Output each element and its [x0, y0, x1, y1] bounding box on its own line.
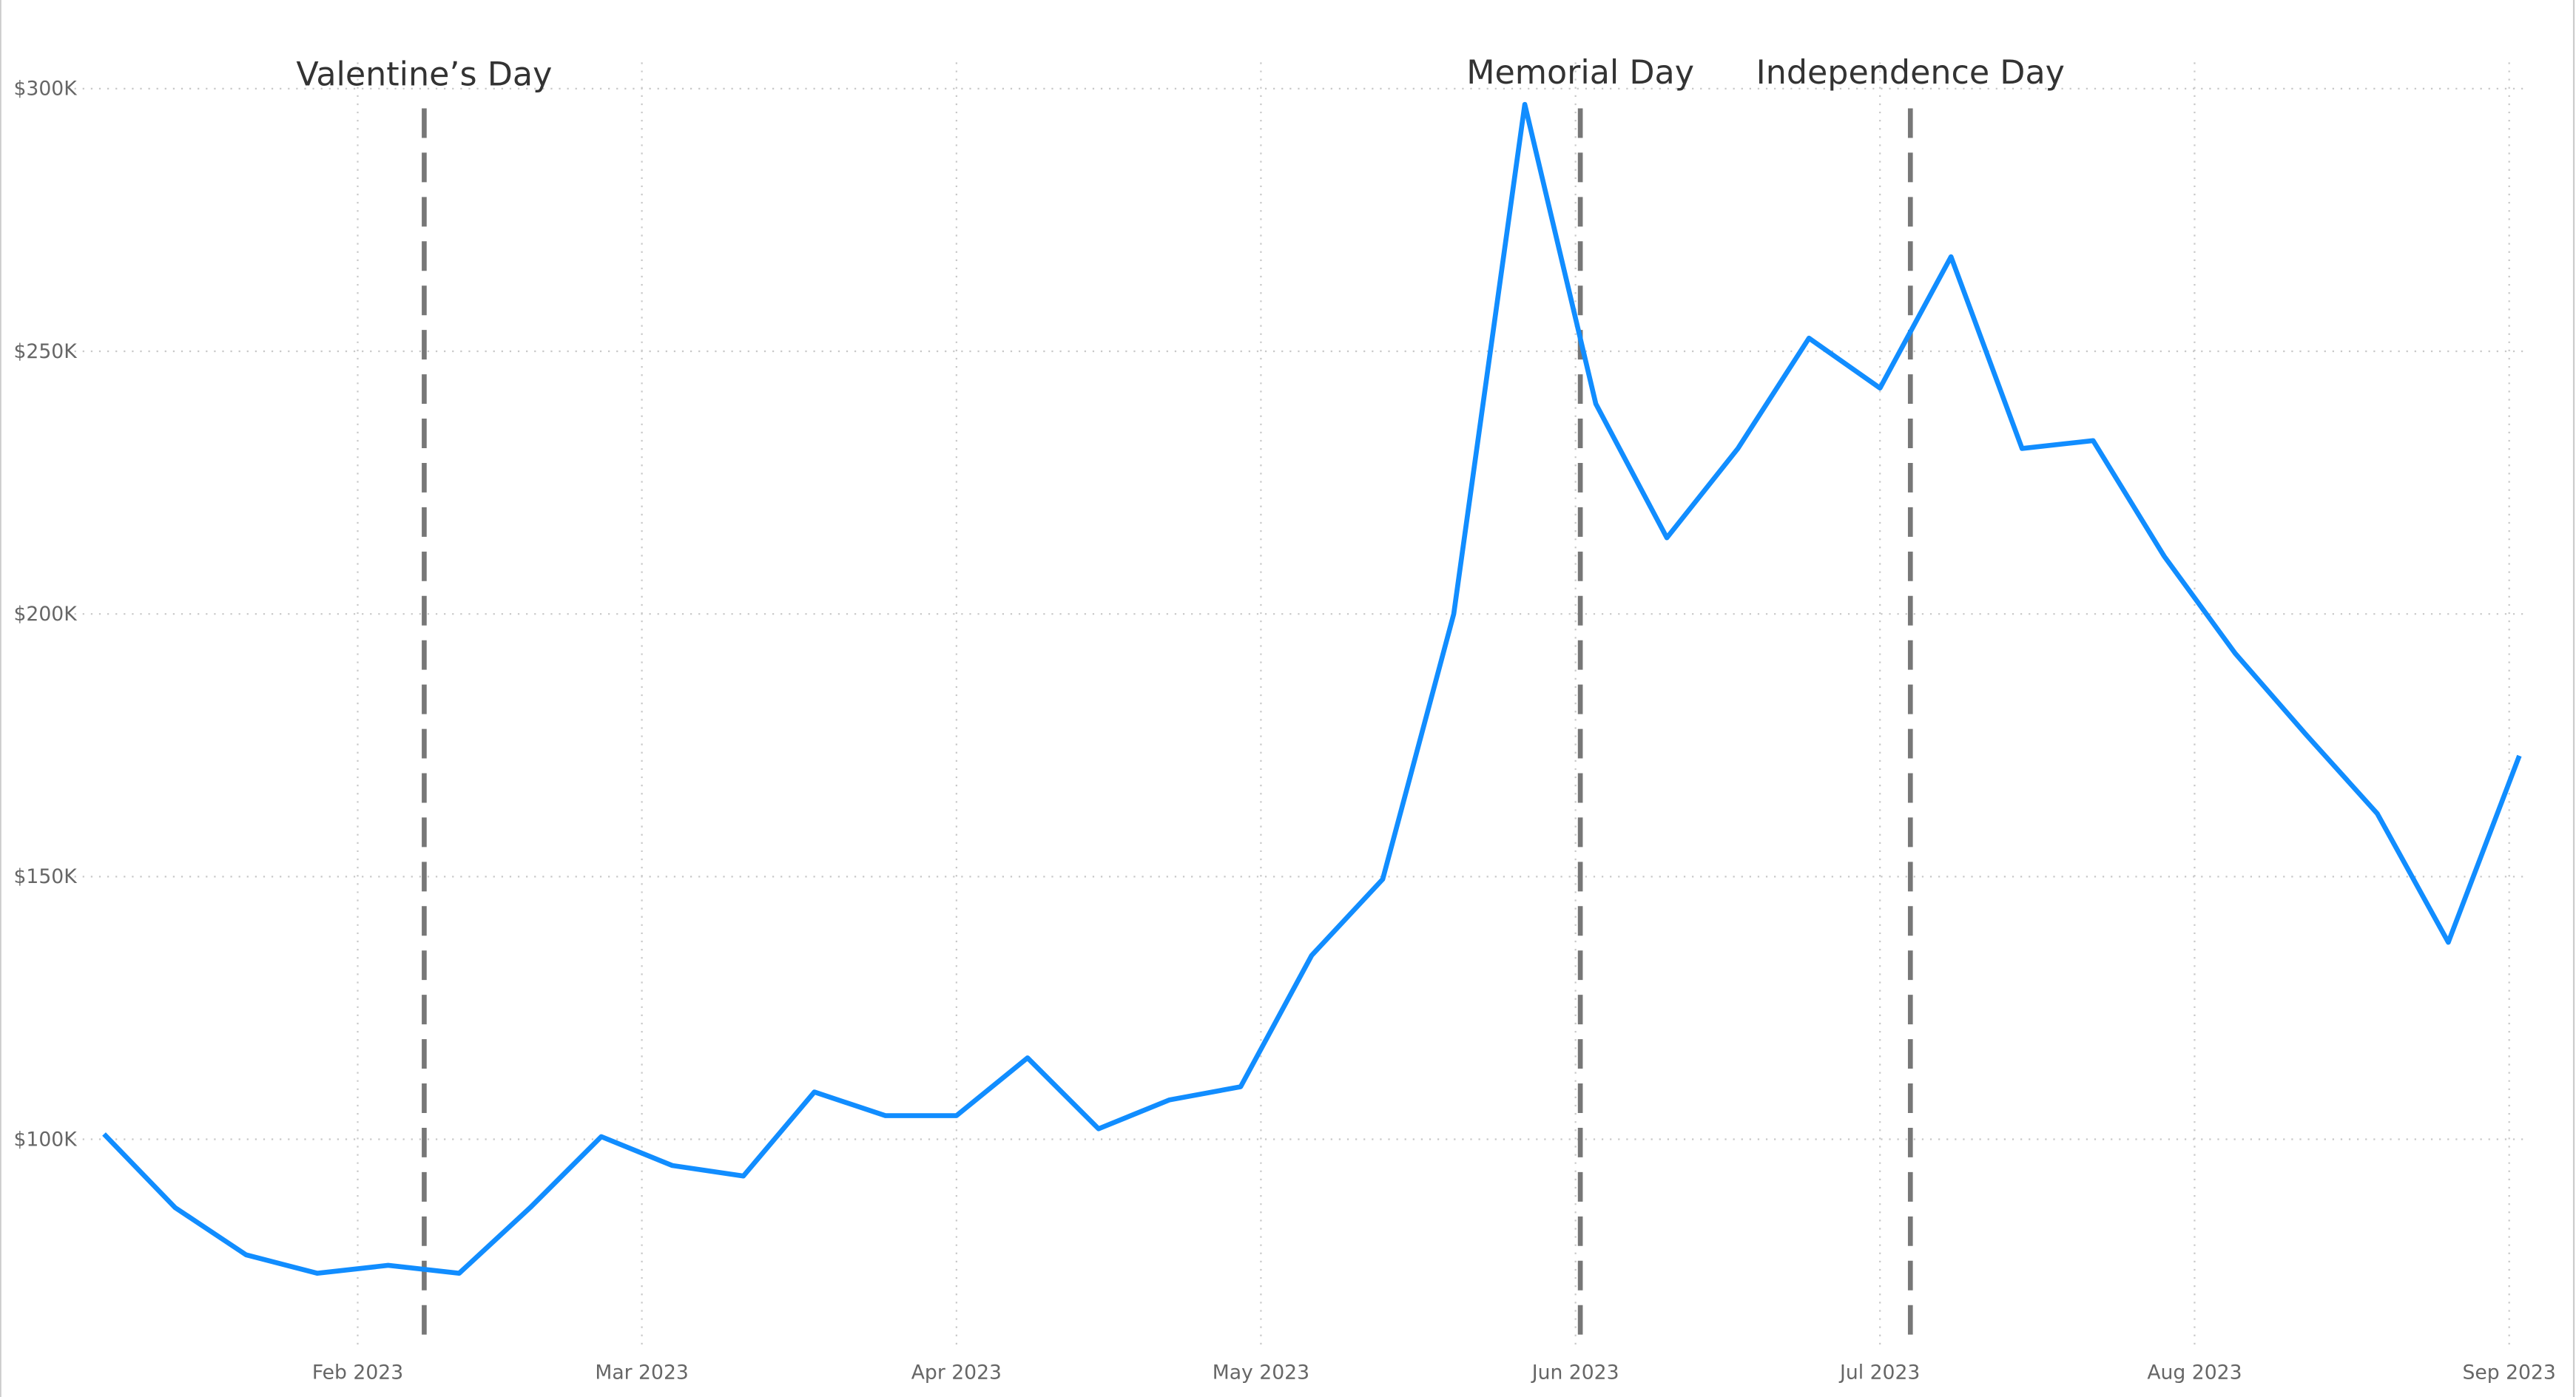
annotation-label: Valentine’s Day: [296, 55, 552, 93]
annotation-label: Independence Day: [1756, 54, 2065, 92]
x-tick-label: Jun 2023: [1531, 1362, 1619, 1384]
y-tick-label: $150K: [13, 865, 78, 888]
series-line: [102, 101, 2522, 1276]
x-tick-label: Apr 2023: [911, 1362, 1002, 1384]
x-tick-label: Jul 2023: [1838, 1362, 1920, 1384]
x-tick-label: Aug 2023: [2147, 1362, 2242, 1384]
x-tick-label: Feb 2023: [312, 1362, 403, 1384]
y-tick-label: $100K: [13, 1128, 78, 1151]
x-tick-label: May 2023: [1213, 1362, 1309, 1384]
y-tick-label: $300K: [13, 78, 78, 101]
x-tick-label: Sep 2023: [2462, 1362, 2555, 1384]
y-tick-label: $200K: [13, 603, 78, 626]
y-tick-label: $250K: [13, 340, 78, 363]
annotation-label: Memorial Day: [1466, 54, 1694, 92]
x-tick-label: Mar 2023: [595, 1362, 688, 1384]
